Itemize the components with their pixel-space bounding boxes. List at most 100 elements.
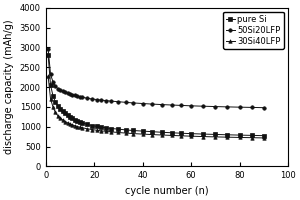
pure Si <box>180 132 183 134</box>
pure Si <box>104 127 108 129</box>
50Si20LFP <box>49 73 52 76</box>
30Si40LFP <box>85 128 89 130</box>
30Si40LFP <box>160 134 164 136</box>
30Si40LFP <box>49 98 52 100</box>
30Si40LFP <box>54 111 57 114</box>
pure Si <box>54 101 57 103</box>
50Si20LFP <box>180 104 183 107</box>
50Si20LFP <box>56 87 60 90</box>
30Si40LFP <box>73 125 76 127</box>
30Si40LFP <box>80 127 84 129</box>
30Si40LFP <box>95 129 98 131</box>
30Si40LFP <box>131 132 135 135</box>
30Si40LFP <box>226 136 229 138</box>
30Si40LFP <box>201 135 205 138</box>
50Si20LFP <box>170 104 173 106</box>
50Si20LFP <box>100 99 103 101</box>
pure Si <box>170 132 173 134</box>
50Si20LFP <box>73 94 76 97</box>
pure Si <box>109 127 113 130</box>
30Si40LFP <box>46 75 50 78</box>
30Si40LFP <box>66 122 69 124</box>
50Si20LFP <box>124 101 128 104</box>
pure Si <box>80 122 84 124</box>
30Si40LFP <box>68 123 72 125</box>
pure Si <box>124 129 128 131</box>
pure Si <box>78 121 81 123</box>
pure Si <box>63 112 67 114</box>
Line: pure Si: pure Si <box>46 54 266 137</box>
50Si20LFP <box>54 85 57 87</box>
pure Si <box>131 129 135 132</box>
30Si40LFP <box>58 117 62 119</box>
50Si20LFP <box>109 100 113 102</box>
30Si40LFP <box>63 120 67 123</box>
30Si40LFP <box>189 135 193 137</box>
30Si40LFP <box>250 136 253 139</box>
pure Si <box>90 124 94 127</box>
50Si20LFP <box>51 81 55 83</box>
pure Si <box>95 125 98 128</box>
50Si20LFP <box>63 91 67 93</box>
50Si20LFP <box>90 98 94 100</box>
pure Si <box>70 117 74 120</box>
pure Si <box>75 120 79 122</box>
Y-axis label: discharge capacity (mAh/g): discharge capacity (mAh/g) <box>4 20 14 154</box>
pure Si <box>61 110 64 112</box>
50Si20LFP <box>80 96 84 98</box>
50Si20LFP <box>117 101 120 103</box>
30Si40LFP <box>180 135 183 137</box>
50Si20LFP <box>214 105 217 108</box>
30Si40LFP <box>51 106 55 108</box>
30Si40LFP <box>78 126 81 128</box>
50Si20LFP <box>75 95 79 97</box>
30Si40LFP <box>124 132 128 134</box>
50Si20LFP <box>226 106 229 108</box>
Line: 50Si20LFP: 50Si20LFP <box>46 47 266 109</box>
30Si40LFP <box>61 119 64 121</box>
30Si40LFP <box>70 124 74 126</box>
30Si40LFP <box>90 128 94 131</box>
30Si40LFP <box>141 133 144 135</box>
50Si20LFP <box>61 90 64 93</box>
pure Si <box>66 114 69 116</box>
50Si20LFP <box>58 89 62 91</box>
pure Si <box>58 108 62 110</box>
pure Si <box>46 54 50 56</box>
50Si20LFP <box>151 103 154 105</box>
pure Si <box>51 95 55 97</box>
pure Si <box>214 133 217 136</box>
50Si20LFP <box>250 106 253 109</box>
X-axis label: cycle number (n): cycle number (n) <box>125 186 208 196</box>
30Si40LFP <box>100 130 103 132</box>
50Si20LFP <box>238 106 241 108</box>
pure Si <box>117 128 120 130</box>
pure Si <box>250 134 253 137</box>
pure Si <box>100 126 103 128</box>
pure Si <box>151 130 154 133</box>
50Si20LFP <box>46 48 50 50</box>
50Si20LFP <box>104 99 108 102</box>
pure Si <box>73 118 76 121</box>
30Si40LFP <box>56 114 60 117</box>
pure Si <box>160 131 164 133</box>
30Si40LFP <box>151 133 154 136</box>
50Si20LFP <box>262 106 266 109</box>
pure Si <box>189 132 193 135</box>
50Si20LFP <box>141 102 144 105</box>
30Si40LFP <box>117 131 120 134</box>
30Si40LFP <box>75 125 79 128</box>
pure Si <box>141 130 144 132</box>
pure Si <box>226 134 229 136</box>
30Si40LFP <box>104 130 108 133</box>
30Si40LFP <box>109 131 113 133</box>
50Si20LFP <box>66 92 69 94</box>
30Si40LFP <box>214 136 217 138</box>
50Si20LFP <box>68 93 72 95</box>
50Si20LFP <box>160 103 164 106</box>
50Si20LFP <box>85 97 89 99</box>
Line: 30Si40LFP: 30Si40LFP <box>46 75 266 140</box>
pure Si <box>49 84 52 86</box>
30Si40LFP <box>262 137 266 139</box>
50Si20LFP <box>70 93 74 96</box>
